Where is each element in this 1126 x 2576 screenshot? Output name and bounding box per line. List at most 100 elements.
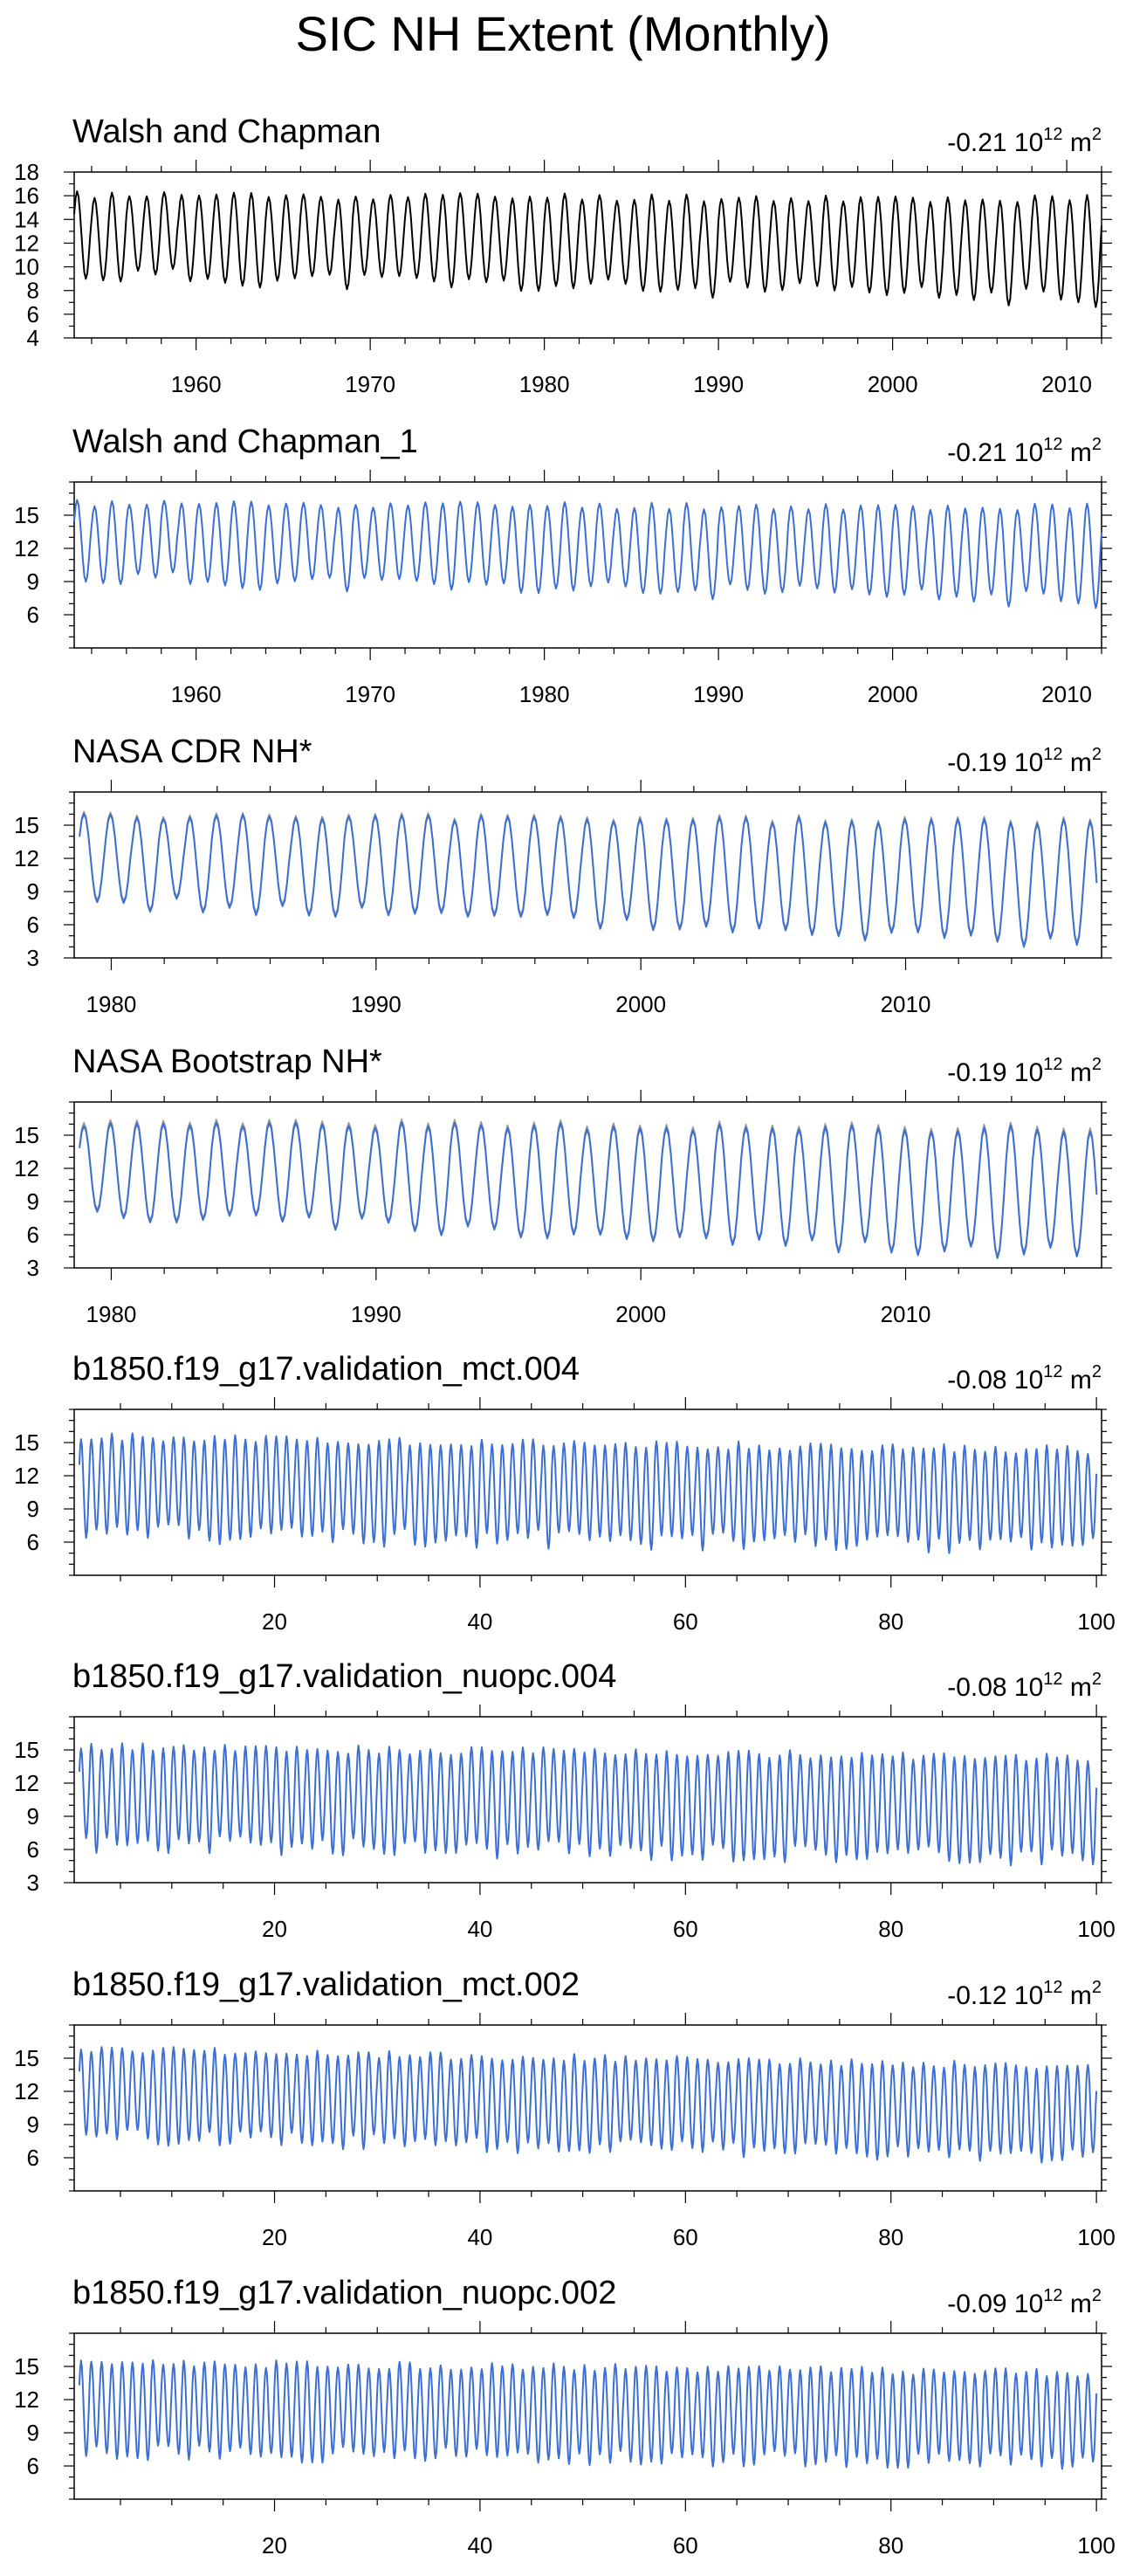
y-tick-label: 18	[14, 159, 39, 185]
y-tick-label: 6	[27, 1836, 39, 1863]
y-tick-label: 3	[27, 1870, 39, 1896]
x-tick-label: 100	[1077, 2224, 1115, 2250]
series-line-1	[79, 1118, 1098, 1257]
series-line-1	[78, 2359, 1098, 2470]
x-tick-label: 20	[262, 2532, 287, 2559]
panels-container: Walsh and Chapman -0.21 1012 m24681012141…	[14, 114, 1116, 2559]
x-tick-label: 1990	[693, 681, 744, 707]
series-line-1	[78, 1432, 1098, 1554]
y-tick-label: 14	[14, 206, 39, 232]
series-line-1	[78, 2046, 1098, 2164]
chart-panel-4: NASA Bootstrap NH* -0.19 1012 m2 3 6 9 12 15 19…	[14, 1043, 1112, 1327]
y-tick-label: 12	[14, 1770, 39, 1796]
y-tick-label: 12	[14, 1463, 39, 1489]
x-tick-label: 1990	[693, 371, 744, 397]
chart-panel-5: b1850.f19_g17.validation_mct.004 -0.08 10…	[14, 1351, 1116, 1635]
x-tick-label: 20	[262, 2224, 287, 2250]
y-tick-label: 16	[14, 183, 39, 209]
x-tick-label: 2000	[615, 991, 666, 1017]
x-tick-label: 100	[1077, 1916, 1115, 1942]
x-tick-label: 60	[673, 1608, 698, 1635]
plot-frame	[73, 791, 1102, 959]
y-tick-label: 15	[14, 1737, 39, 1763]
y-tick-label: 6	[27, 1529, 39, 1555]
y-tick-label: 6	[27, 912, 39, 938]
x-tick-label: 1960	[171, 681, 222, 707]
y-tick-label: 15	[14, 1122, 39, 1148]
y-tick-label: 15	[14, 1429, 39, 1456]
y-tick-label: 6	[27, 2145, 39, 2171]
x-tick-label: 1990	[351, 1301, 402, 1327]
y-tick-label: 12	[14, 2078, 39, 2104]
y-tick-label: 12	[14, 845, 39, 871]
y-tick-label: 15	[14, 812, 39, 838]
chart-title: b1850.f19_g17.validation_mct.002	[72, 1966, 580, 2003]
plot-frame	[73, 1409, 1102, 1576]
x-tick-label: 2010	[881, 1301, 931, 1327]
y-tick-label: 6	[27, 602, 39, 628]
trend-label: -0.19 1012 m2	[947, 1055, 1102, 1087]
x-tick-label: 1980	[519, 681, 570, 707]
y-tick-label: 6	[27, 301, 39, 327]
trend-label: -0.21 1012 m2	[947, 125, 1102, 157]
chart-panel-6: b1850.f19_g17.validation_nuopc.004 -0.08 …	[14, 1658, 1116, 1942]
x-tick-label: 60	[673, 1916, 698, 1942]
trend-label: -0.21 1012 m2	[947, 435, 1102, 467]
chart-panel-8: b1850.f19_g17.validation_nuopc.002 -0.09 …	[14, 2275, 1116, 2559]
chart-panel-7: b1850.f19_g17.validation_mct.002 -0.12 10…	[14, 1966, 1116, 2250]
x-tick-label: 1980	[519, 371, 570, 397]
y-tick-label: 4	[27, 325, 39, 351]
trend-label: -0.08 1012 m2	[947, 1670, 1102, 1702]
trend-label: -0.08 1012 m2	[947, 1362, 1102, 1395]
trend-label: -0.12 1012 m2	[947, 1978, 1102, 2010]
plot-frame	[73, 1716, 1102, 1884]
series-line-2	[79, 1121, 1098, 1259]
y-tick-label: 9	[27, 878, 39, 905]
y-tick-label: 9	[27, 1496, 39, 1522]
y-tick-label: 12	[14, 1155, 39, 1181]
x-tick-label: 1960	[171, 371, 222, 397]
y-tick-label: 9	[27, 2111, 39, 2138]
chart-title: NASA CDR NH*	[72, 734, 312, 770]
x-tick-label: 1990	[351, 991, 402, 1017]
x-tick-label: 60	[673, 2532, 698, 2559]
x-tick-label: 40	[467, 1608, 492, 1635]
y-tick-label: 12	[14, 230, 39, 256]
chart-title: Walsh and Chapman	[72, 114, 381, 150]
y-tick-label: 15	[14, 2353, 39, 2380]
y-tick-label: 9	[27, 2420, 39, 2446]
chart-title: NASA Bootstrap NH*	[72, 1043, 382, 1080]
y-tick-label: 12	[14, 2387, 39, 2413]
x-tick-label: 1970	[345, 371, 395, 397]
x-tick-label: 40	[467, 1916, 492, 1942]
chart-panel-3: NASA CDR NH* -0.19 1012 m2 3 6 9 12 15 1980 1990…	[14, 734, 1112, 1017]
x-tick-label: 2010	[1041, 681, 1092, 707]
chart-title: b1850.f19_g17.validation_nuopc.004	[72, 1658, 616, 1695]
x-tick-label: 20	[262, 1916, 287, 1942]
y-tick-label: 6	[27, 1222, 39, 1248]
trend-label: -0.09 1012 m2	[947, 2286, 1102, 2318]
y-tick-label: 15	[14, 2045, 39, 2071]
y-tick-label: 9	[27, 568, 39, 595]
y-tick-label: 9	[27, 1803, 39, 1829]
x-tick-label: 2010	[1041, 371, 1092, 397]
plot-frame	[73, 481, 1102, 649]
x-tick-label: 1970	[345, 681, 395, 707]
chart-title: b1850.f19_g17.validation_nuopc.002	[72, 2275, 616, 2311]
chart-panel-2: Walsh and Chapman_1 -0.21 1012 m2 6 9 12 15 19…	[14, 424, 1112, 707]
chart-title: Walsh and Chapman_1	[72, 424, 418, 460]
x-tick-label: 1980	[86, 991, 137, 1017]
x-tick-label: 80	[878, 2532, 903, 2559]
plot-frame	[73, 2024, 1102, 2192]
series-line-1	[73, 499, 1102, 610]
y-tick-label: 3	[27, 1255, 39, 1281]
y-tick-label: 12	[14, 535, 39, 561]
x-tick-label: 60	[673, 2224, 698, 2250]
x-tick-label: 40	[467, 2224, 492, 2250]
y-tick-label: 3	[27, 945, 39, 971]
trend-label: -0.19 1012 m2	[947, 745, 1102, 777]
x-tick-label: 2000	[615, 1301, 666, 1327]
y-tick-label: 8	[27, 278, 39, 304]
y-tick-label: 9	[27, 1188, 39, 1215]
